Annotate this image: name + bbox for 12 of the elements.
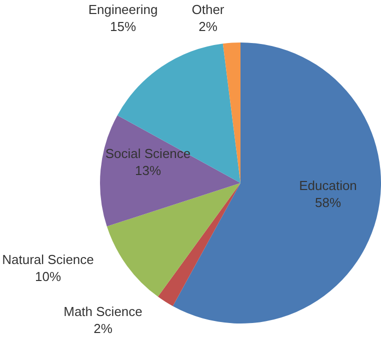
data-label: 2% [198, 19, 218, 34]
slice-label: Natural Science [2, 252, 94, 267]
data-label: 58% [314, 195, 342, 210]
data-label: 13% [134, 163, 162, 178]
slice-label: Other [192, 2, 225, 17]
data-label: 10% [34, 269, 62, 284]
slice-label: Education [299, 178, 357, 193]
slice-label: Math Science [64, 304, 142, 319]
data-label: 15% [110, 19, 136, 34]
data-label: 2% [94, 321, 113, 336]
slice-label: Engineering [88, 2, 158, 17]
slice-label: Social Science [105, 146, 191, 161]
